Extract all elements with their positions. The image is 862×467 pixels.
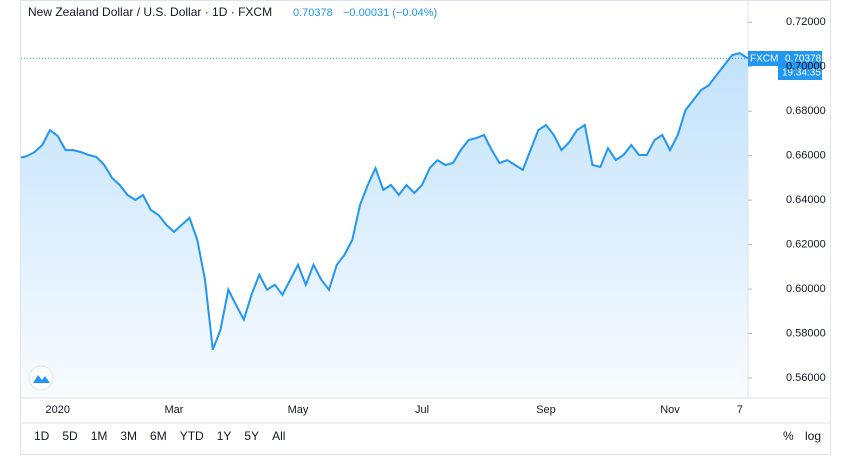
- y-tick-label: 0.64000: [786, 194, 826, 206]
- range-button[interactable]: 3M: [120, 429, 137, 443]
- x-tick-label: Nov: [660, 404, 680, 416]
- y-tick-label: 0.66000: [786, 150, 826, 162]
- x-tick-label: 7: [737, 404, 743, 416]
- symbol-title: New Zealand Dollar / U.S. Dollar · 1D · …: [28, 5, 272, 19]
- y-tick-label: 0.62000: [786, 238, 826, 250]
- range-button[interactable]: 6M: [150, 429, 167, 443]
- x-tick-label: May: [288, 404, 309, 416]
- price-tag-source: FXCM: [750, 54, 778, 65]
- log-button[interactable]: log: [805, 429, 821, 443]
- range-button[interactable]: 1M: [91, 429, 108, 443]
- series: [21, 52, 748, 398]
- logo: [28, 365, 54, 391]
- x-tick-label: Jul: [415, 404, 429, 416]
- area-fill: [21, 53, 748, 398]
- price-tag-value: 0.70378: [785, 54, 822, 65]
- price-tag-bg: [778, 51, 822, 66]
- price-line: [21, 52, 748, 351]
- y-tick-label: 0.70000: [786, 61, 826, 73]
- price-tag-source-bg: [748, 51, 778, 66]
- range-button[interactable]: 5Y: [244, 429, 259, 443]
- range-button[interactable]: YTD: [180, 429, 204, 443]
- range-button[interactable]: 1D: [34, 429, 50, 443]
- countdown: 19:34:35: [782, 68, 821, 79]
- countdown-bg: [778, 66, 822, 80]
- y-tick-label: 0.58000: [786, 327, 826, 339]
- range-button[interactable]: All: [272, 429, 285, 443]
- x-tick-label: Sep: [536, 404, 556, 416]
- range-button[interactable]: 1Y: [217, 429, 232, 443]
- frame: [20, 0, 831, 455]
- y-tick-label: 0.68000: [786, 105, 826, 117]
- price-change: −0.00031 (−0.04%): [343, 7, 437, 19]
- range-button[interactable]: 5D: [62, 429, 78, 443]
- percent-button[interactable]: %: [783, 429, 794, 443]
- last-price: 0.70378: [293, 7, 333, 19]
- y-tick-label: 0.60000: [786, 283, 826, 295]
- y-tick-label: 0.56000: [786, 372, 826, 384]
- x-tick-label: 2020: [46, 404, 70, 416]
- x-tick-label: Mar: [165, 404, 184, 416]
- y-tick-label: 0.72000: [786, 16, 826, 28]
